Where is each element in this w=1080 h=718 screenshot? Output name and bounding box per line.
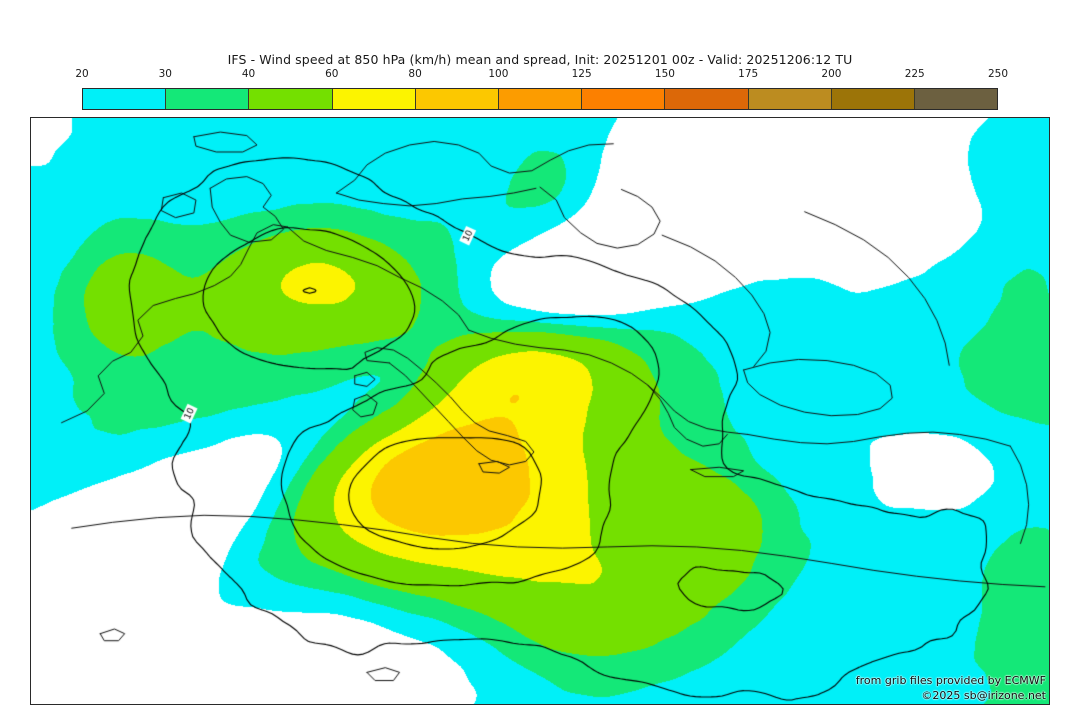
colorbar-tick-250: 250 (987, 68, 1009, 80)
colorbar-segment-225-250 (914, 89, 998, 109)
colorbar-tick-60: 60 (325, 68, 339, 80)
map-panel[interactable] (30, 117, 1050, 705)
colorbar-segment-200-225 (831, 89, 915, 109)
colorbar-segment-30-40 (166, 89, 250, 109)
colorbar-tick-200: 200 (821, 68, 842, 80)
colorbar-tick-20: 20 (75, 68, 89, 80)
weather-map-canvas[interactable] (31, 118, 1049, 704)
colorbar-segment-80-100 (415, 89, 499, 109)
colorbar-segment-40-60 (249, 89, 333, 109)
colorbar-tick-125: 125 (571, 68, 592, 80)
colorbar-segment-175-200 (748, 89, 832, 109)
colorbar-tick-175: 175 (738, 68, 759, 80)
colorbar-tick-40: 40 (241, 68, 256, 80)
colorbar-tick-100: 100 (488, 68, 509, 80)
colorbar-segment-125-150 (582, 89, 666, 109)
colorbar-tick-225: 225 (904, 68, 925, 80)
colorbar-segment-20-30 (83, 89, 167, 109)
colorbar-tick-labels: 20 30 40 60 80 100 125 150 175 200 225 250 (75, 68, 1008, 86)
colorbar-segment-150-175 (665, 89, 749, 109)
colorbar-segment-100-125 (498, 89, 583, 109)
colorbar-tick-150: 150 (654, 68, 675, 80)
colorbar: 20 30 40 60 80 100 125 150 175 200 225 250 (75, 68, 1008, 110)
page-title: IFS - Wind speed at 850 hPa (km/h) mean … (227, 52, 853, 67)
colorbar-tick-30: 30 (158, 68, 172, 80)
colorbar-segment-60-80 (332, 89, 416, 109)
colorbar-tick-80: 80 (408, 68, 422, 80)
colorbar-strip (82, 88, 998, 110)
